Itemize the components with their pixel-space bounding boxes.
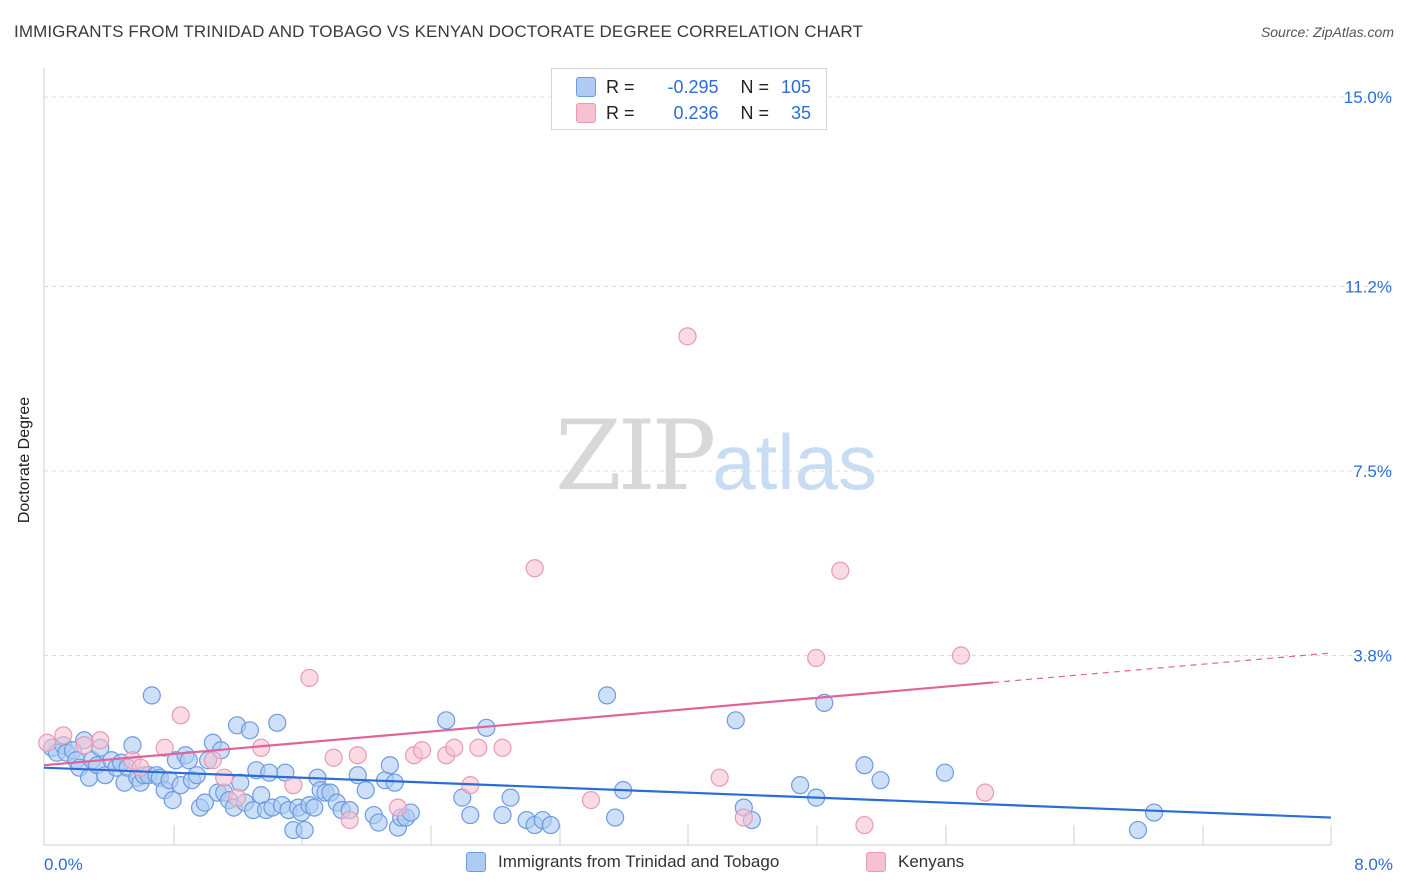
y-tick-label: 11.2% <box>1345 277 1392 296</box>
point-trinidad <box>163 791 182 810</box>
point-kenyan <box>155 738 174 757</box>
point-trinidad <box>231 773 250 792</box>
point-kenyan <box>807 648 826 668</box>
point-kenyan <box>710 768 729 787</box>
point-trinidad <box>142 686 161 705</box>
point-trinidad <box>493 805 512 825</box>
trend-line-trinidad <box>43 766 1332 819</box>
point-trinidad <box>295 820 314 840</box>
legend-label-kenyans: Kenyans <box>898 852 965 871</box>
r-value-pink: 0.236 <box>673 102 719 123</box>
point-kenyan <box>54 726 73 745</box>
watermark-zip: ZIP <box>555 400 716 512</box>
r-label: R = <box>606 76 635 97</box>
point-kenyan <box>284 776 303 795</box>
stats-legend: R = -0.295 N = 105 R = 0.236 N = 35 <box>551 68 827 130</box>
point-trinidad <box>240 721 260 740</box>
point-kenyan <box>171 706 190 725</box>
stats-row-blue: R = -0.295 N = 105 <box>576 75 811 99</box>
trend-line-kenyan-extension <box>993 652 1332 684</box>
stats-row-pink: R = 0.236 N = 35 <box>576 101 811 125</box>
point-trinidad <box>1128 820 1148 840</box>
bottom-legend: Immigrants from Trinidad and Tobago Keny… <box>0 852 1406 878</box>
point-trinidad <box>726 711 745 730</box>
point-kenyan <box>38 733 57 752</box>
y-tick-label: 15.0% <box>1344 88 1392 107</box>
point-kenyan <box>340 810 359 830</box>
point-trinidad <box>1144 803 1164 822</box>
point-kenyan <box>831 561 850 580</box>
point-kenyan <box>951 646 971 665</box>
point-kenyan <box>976 783 995 802</box>
point-trinidad <box>268 713 287 732</box>
blue-swatch-icon <box>576 77 596 97</box>
y-tick-label: 3.8% <box>1353 647 1392 666</box>
point-trinidad <box>501 788 520 807</box>
point-trinidad <box>871 771 890 790</box>
legend-item-trinidad[interactable]: Immigrants from Trinidad and Tobago <box>466 852 779 872</box>
n-label: N = <box>740 76 770 97</box>
legend-label-trinidad: Immigrants from Trinidad and Tobago <box>498 852 780 871</box>
watermark-atlas: atlas <box>712 418 877 506</box>
point-kenyan <box>445 738 464 757</box>
n-value-pink: 35 <box>791 102 812 123</box>
point-trinidad <box>385 773 404 792</box>
point-trinidad <box>179 751 198 770</box>
point-kenyan <box>348 746 367 765</box>
r-value-blue: -0.295 <box>667 76 719 97</box>
n-label: N = <box>740 102 770 123</box>
x-tick-label: 0.0% <box>44 855 83 874</box>
legend-swatch-pink-icon <box>866 852 886 872</box>
legend-swatch-blue-icon <box>466 852 486 872</box>
point-trinidad <box>195 793 214 812</box>
point-trinidad <box>356 781 375 800</box>
n-value-blue: 105 <box>780 76 812 97</box>
point-trinidad <box>369 813 388 832</box>
point-trinidad <box>305 798 324 817</box>
point-kenyan <box>412 741 432 760</box>
trend-line-kenyan <box>43 681 994 767</box>
point-kenyan <box>525 559 544 578</box>
point-kenyan <box>388 798 408 817</box>
watermark: ZIPatlas <box>555 400 877 512</box>
y-tick-label: 7.5% <box>1353 462 1392 481</box>
point-kenyan <box>324 748 343 767</box>
point-kenyan <box>493 738 512 757</box>
r-label: R = <box>606 102 635 123</box>
point-trinidad <box>935 763 955 782</box>
point-kenyan <box>91 731 110 750</box>
point-kenyan <box>581 791 601 810</box>
point-trinidad <box>791 776 810 795</box>
point-kenyan <box>300 668 319 688</box>
point-kenyan <box>227 788 247 807</box>
point-trinidad <box>855 756 874 775</box>
point-kenyan <box>131 758 150 777</box>
point-trinidad <box>541 815 560 835</box>
point-kenyan <box>734 808 753 827</box>
source-credit: Source: ZipAtlas.com <box>1260 24 1394 40</box>
point-trinidad <box>461 805 480 825</box>
legend-item-kenyans[interactable]: Kenyans <box>866 852 964 872</box>
point-kenyan <box>678 327 697 346</box>
point-trinidad <box>606 808 625 827</box>
point-kenyan <box>203 751 223 770</box>
point-kenyan <box>75 736 94 755</box>
point-trinidad <box>380 756 399 775</box>
pink-swatch-icon <box>576 103 596 123</box>
point-trinidad <box>187 766 206 785</box>
point-kenyan <box>855 815 874 835</box>
point-trinidad <box>597 686 617 705</box>
point-trinidad <box>260 763 279 782</box>
point-kenyan <box>215 768 234 787</box>
point-trinidad <box>437 711 456 730</box>
x-tick-label: 8.0% <box>1354 855 1393 874</box>
chart-title: IMMIGRANTS FROM TRINIDAD AND TOBAGO VS K… <box>14 22 863 41</box>
point-kenyan <box>469 738 488 757</box>
